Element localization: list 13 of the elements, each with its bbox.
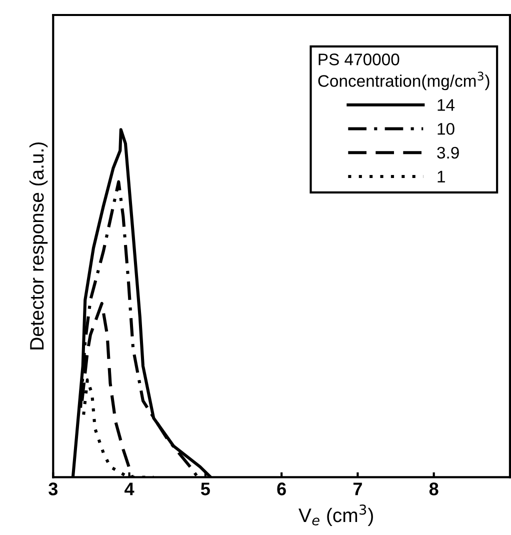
x-tick-label: 5 [200,482,210,496]
x-tick-label: 8 [429,482,438,496]
x-axis-title: V$_{e}$ (cm$^{3}$) [298,504,373,526]
x-tick-label: 3 [48,482,58,496]
legend-label: 10 [438,122,454,135]
x-tick-label: 6 [277,482,286,496]
legend-label: 1 [438,170,445,182]
x-tick-label: 4 [124,482,134,496]
legend-label: 3.9 [437,146,459,159]
legend-title: PS 470000 Concentration(mg/cm$^{3}$) [318,54,490,90]
x-tick-label: 7 [353,482,362,496]
legend-label: 14 [438,99,455,111]
y-axis-title: Detector response (a.u.) [29,142,48,350]
